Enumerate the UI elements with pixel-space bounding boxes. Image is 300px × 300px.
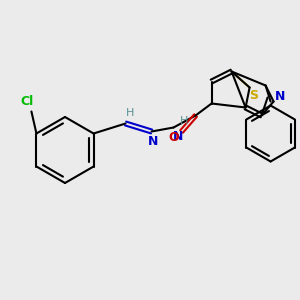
Text: H: H [179,116,188,125]
Text: O: O [168,131,179,144]
Text: N: N [172,130,183,143]
Text: N: N [147,135,158,148]
Text: N: N [274,90,285,103]
Text: Cl: Cl [21,95,34,108]
Text: S: S [249,89,258,102]
Text: H: H [125,107,134,118]
